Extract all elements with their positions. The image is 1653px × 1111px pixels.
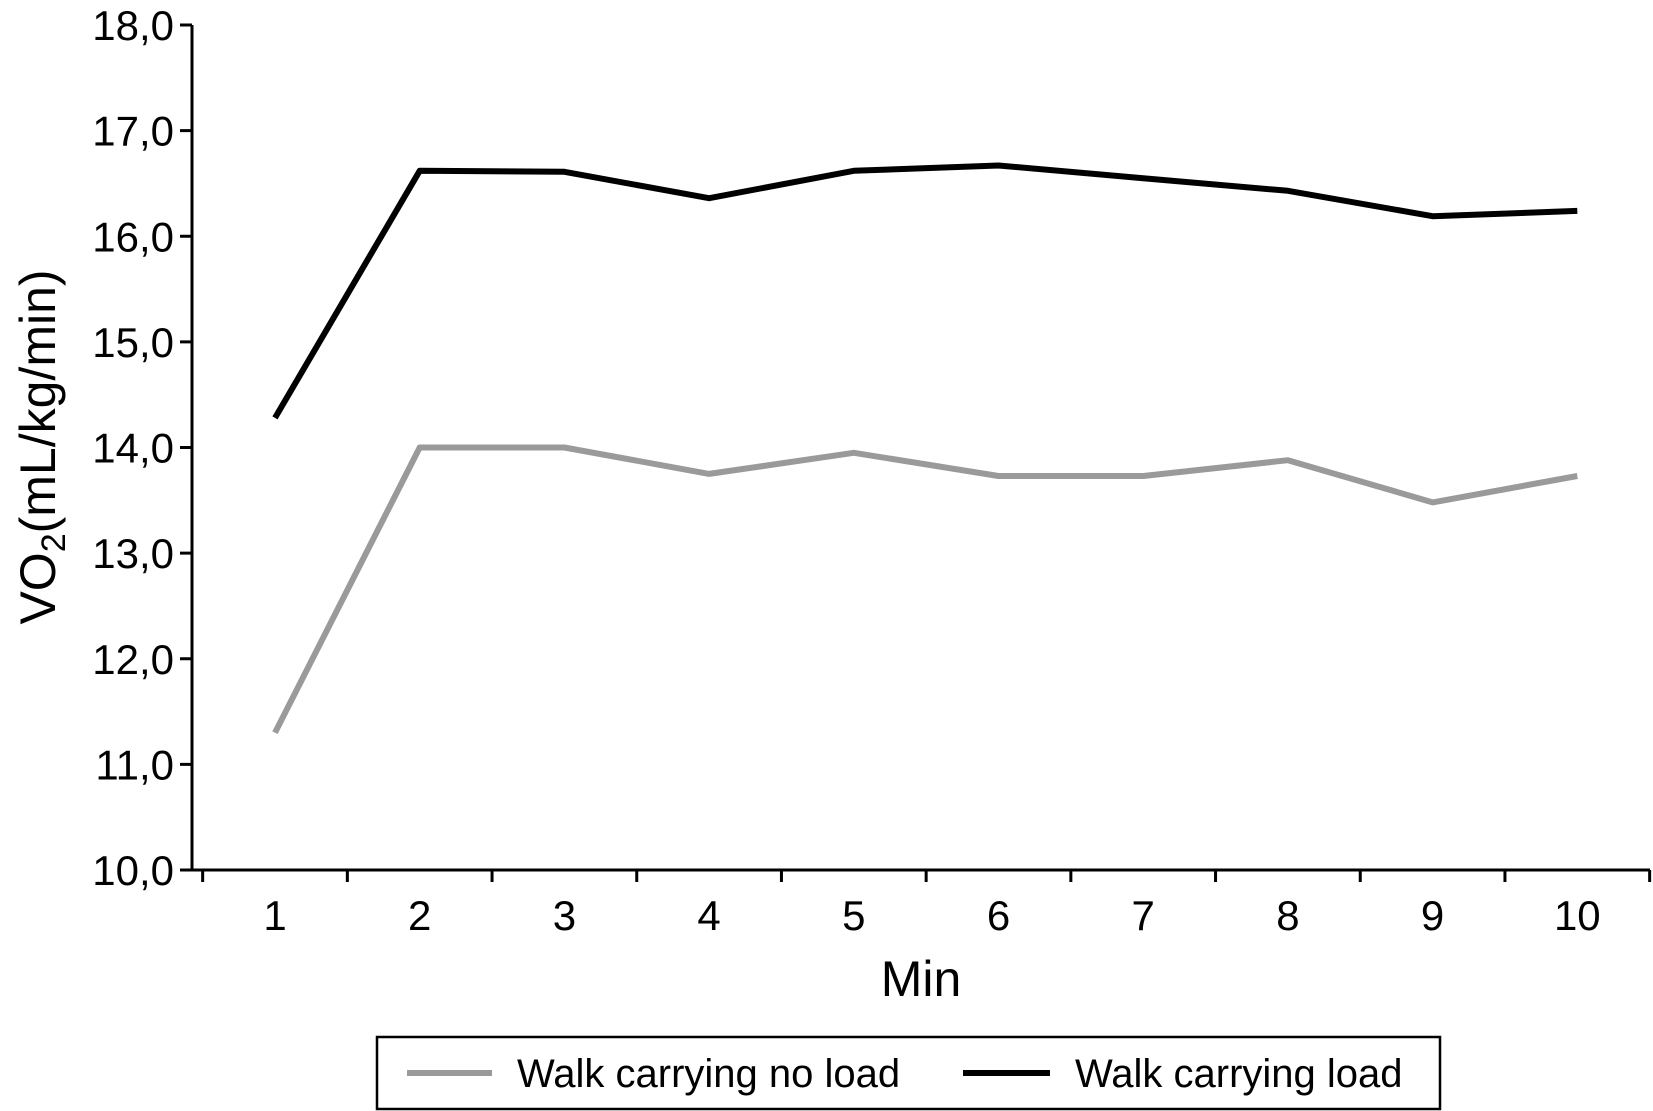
series-line-no-load [272,444,1578,735]
x-tick-label: 4 [697,892,720,939]
y-tick-label: 11,0 [95,741,174,788]
x-axis: 1 2 3 4 5 6 7 8 9 10 [192,868,1652,939]
x-tick-label: 5 [842,892,865,939]
legend-box [375,1035,1442,1111]
y-tick-label: 12,0 [92,636,174,683]
y-tick-label: 13,0 [92,530,174,577]
y-tick-label: 10,0 [92,847,174,894]
x-tick-label: 8 [1276,892,1299,939]
x-tick-label: 9 [1421,892,1444,939]
x-tick-label: 7 [1132,892,1155,939]
x-tick-label: 2 [408,892,431,939]
series-lines [272,162,1578,735]
x-ticks: 1 2 3 4 5 6 7 8 9 10 [201,870,1652,939]
x-tick-label: 3 [553,892,576,939]
legend-label-load: Walk carrying load [1075,1052,1403,1096]
x-tick-label: 10 [1554,892,1601,939]
series-line-load [272,162,1578,420]
y-tick-label: 14,0 [92,425,174,472]
y-axis-title-rest: (mL/kg/min) [10,269,66,533]
y-ticks: 10,0 11,0 12,0 13,0 14,0 15,0 16,0 17,0 18,0 [92,2,192,894]
y-tick-label: 17,0 [92,108,174,155]
y-axis-title-subscript: 2 [35,533,73,552]
y-tick-label: 15,0 [92,319,174,366]
y-tick-label: 18,0 [92,2,174,49]
x-axis-title: Min [881,951,962,1007]
x-tick-label: 1 [263,892,286,939]
y-axis-title: VO2(mL/kg/min) [10,269,73,624]
y-axis-title-main: VO [10,552,66,624]
y-axis: 10,0 11,0 12,0 13,0 14,0 15,0 16,0 17,0 18,0 [92,2,194,894]
legend-label-no-load: Walk carrying no load [517,1052,900,1096]
legend: Walk carrying no load Walk carrying load [375,1035,1442,1111]
x-tick-label: 6 [987,892,1010,939]
y-tick-label: 16,0 [92,213,174,260]
